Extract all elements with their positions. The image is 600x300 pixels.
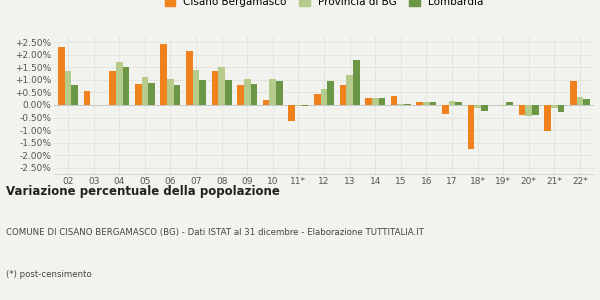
Bar [391,96,397,105]
Bar [314,94,320,105]
Bar [506,103,513,105]
Bar [467,105,474,149]
Bar [186,51,193,105]
Bar [263,100,269,105]
Bar [519,105,526,115]
Bar [148,83,155,105]
Bar [225,80,232,105]
Bar [449,101,455,105]
Text: (*) post-censimento: (*) post-censimento [6,270,92,279]
Bar [160,44,167,105]
Bar [71,85,78,105]
Bar [526,105,532,116]
Bar [404,104,411,105]
Bar [577,98,583,105]
Bar [83,91,91,105]
Bar [167,79,174,105]
Bar [346,75,353,105]
Bar [276,81,283,105]
Legend: Cisano Bergamasco, Provincia di BG, Lombardia: Cisano Bergamasco, Provincia di BG, Lomb… [164,0,484,7]
Bar [65,71,71,105]
Bar [302,105,308,106]
Bar [199,80,206,105]
Bar [289,105,295,121]
Bar [423,102,430,105]
Bar [442,105,449,114]
Bar [58,47,65,105]
Bar [193,70,199,105]
Bar [142,77,148,105]
Bar [557,105,565,112]
Bar [570,81,577,105]
Bar [340,85,346,105]
Bar [583,99,590,105]
Bar [532,105,539,115]
Bar [544,105,551,131]
Bar [135,84,142,105]
Text: Variazione percentuale della popolazione: Variazione percentuale della popolazione [6,184,280,197]
Bar [269,79,276,105]
Bar [481,105,488,110]
Bar [320,89,328,105]
Bar [109,71,116,105]
Bar [237,85,244,105]
Bar [212,71,218,105]
Bar [122,67,129,105]
Bar [295,105,302,106]
Bar [416,103,423,105]
Bar [116,62,122,105]
Bar [244,79,251,105]
Bar [328,81,334,105]
Bar [379,98,385,105]
Bar [353,60,359,105]
Bar [365,98,372,105]
Bar [551,105,557,107]
Bar [397,104,404,105]
Bar [174,85,181,105]
Bar [430,102,436,105]
Bar [500,105,506,106]
Bar [251,84,257,105]
Text: COMUNE DI CISANO BERGAMASCO (BG) - Dati ISTAT al 31 dicembre - Elaborazione TUTT: COMUNE DI CISANO BERGAMASCO (BG) - Dati … [6,228,424,237]
Bar [372,98,379,105]
Bar [474,105,481,107]
Bar [455,102,462,105]
Bar [218,68,225,105]
